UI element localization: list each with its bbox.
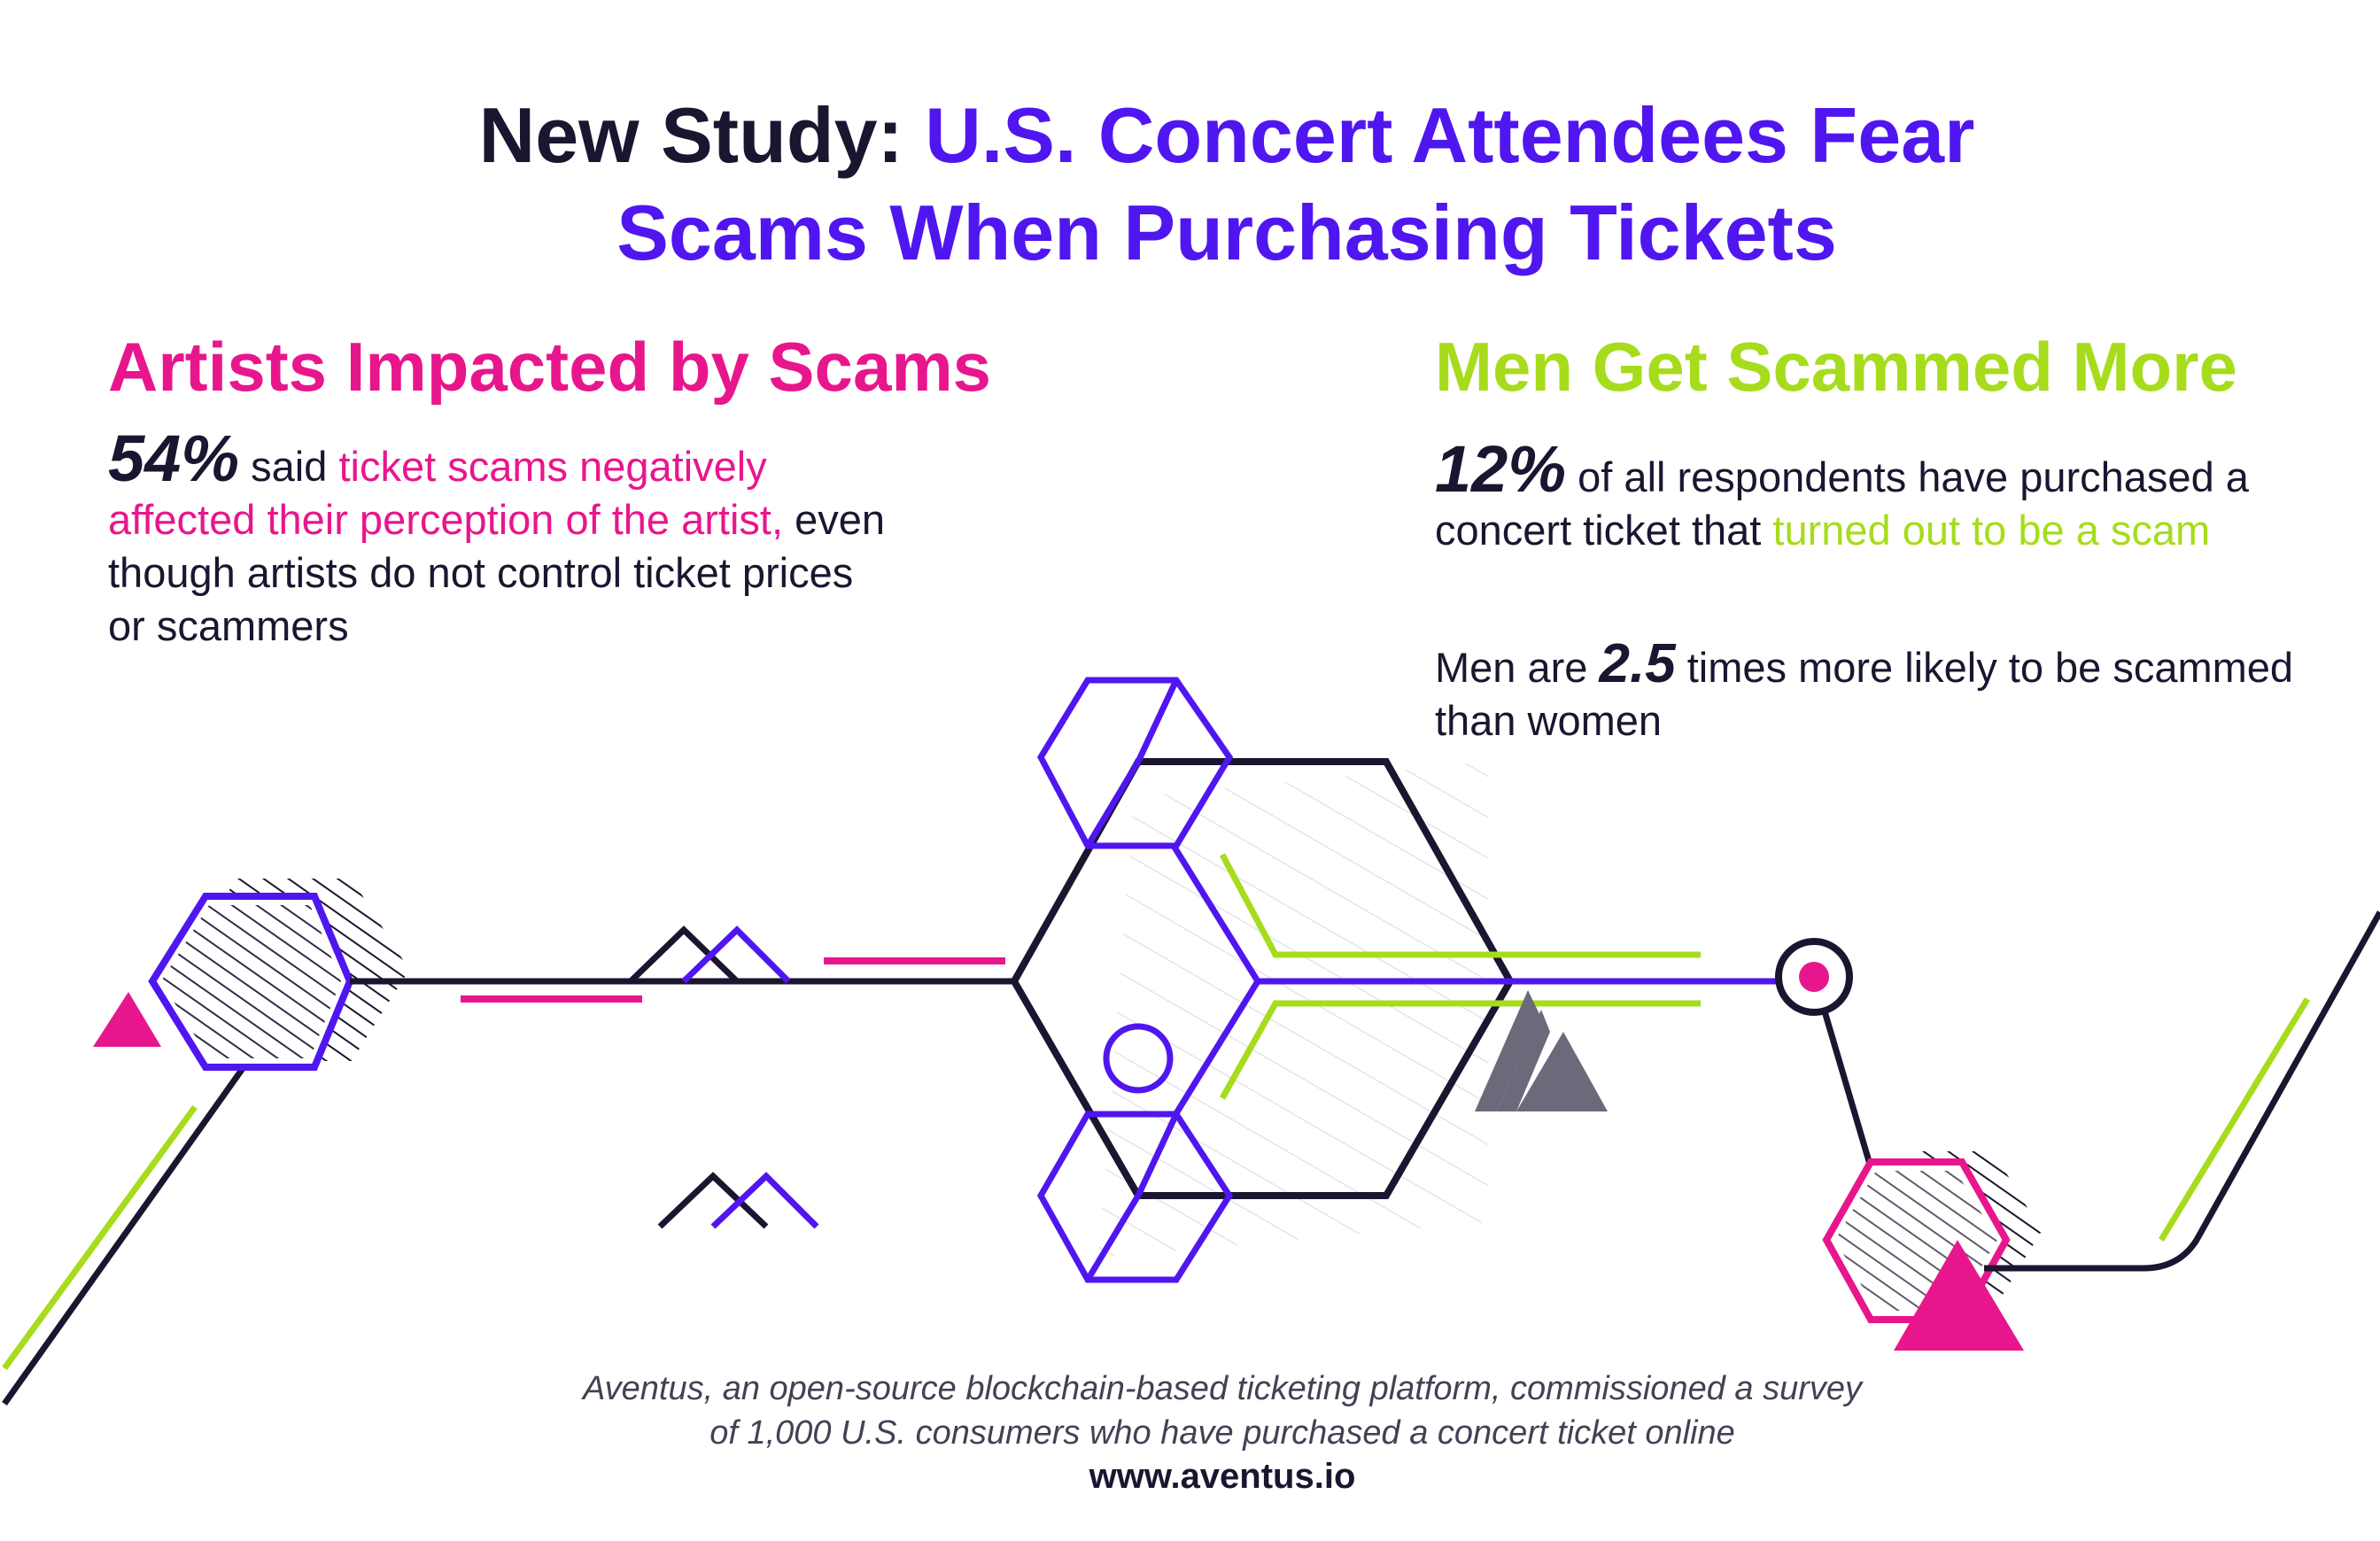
survey-note-line-1: Aventus, an open-source blockchain-based… bbox=[582, 1370, 1863, 1407]
cube-bottom-line-2 bbox=[1084, 1194, 1142, 1282]
zigzag-dark-1 bbox=[628, 925, 740, 984]
cube-top-line bbox=[1084, 760, 1142, 848]
page-title: New Study: U.S. Concert Attendees Fear S… bbox=[266, 87, 2188, 282]
green-bracket-bottom bbox=[1219, 1000, 1701, 1100]
title-line-1: U.S. Concert Attendees Fear bbox=[925, 91, 1975, 179]
right-green-diagonal bbox=[2159, 997, 2310, 1242]
gray-triangle-back bbox=[1475, 990, 1539, 1111]
left-diagonal-dark bbox=[2, 1065, 246, 1406]
left-diagonal-green bbox=[2, 1104, 198, 1371]
men-text-a: of all respondents have purchased a conc… bbox=[1435, 453, 2249, 554]
men-prefix: Men are bbox=[1435, 644, 1588, 691]
men-text-highlight: turned out to be a scam bbox=[1772, 507, 2211, 554]
artists-text-b: even though artists do not control ticke… bbox=[108, 496, 886, 649]
zigzag-purple-1 bbox=[681, 925, 791, 984]
artists-paragraph: 54% said ticket scams negatively affecte… bbox=[108, 426, 888, 653]
title-line-2: Scams When Purchasing Tickets bbox=[616, 189, 1837, 276]
pink-triangle-left bbox=[93, 992, 161, 1047]
men-stat: 12% bbox=[1435, 432, 1567, 506]
men-paragraph-2: Men are 2.5 times more likely to be scam… bbox=[1435, 637, 2303, 747]
zigzag-purple-2 bbox=[710, 1172, 819, 1229]
green-bracket-top bbox=[1219, 853, 1701, 958]
purple-circle bbox=[1103, 1023, 1174, 1094]
artists-text-highlight: ticket scams negatively affected their p… bbox=[108, 443, 784, 543]
gray-triangle-front bbox=[1516, 1032, 1608, 1111]
pink-triangle-right bbox=[1894, 1240, 2024, 1351]
survey-note-line-2: of 1,000 U.S. consumers who have purchas… bbox=[709, 1414, 1735, 1452]
title-prefix: New Study: bbox=[478, 91, 903, 179]
cube-top-b bbox=[1135, 678, 1180, 763]
central-hexagon bbox=[1010, 758, 1515, 1199]
cube-bottom-line bbox=[1135, 1112, 1180, 1197]
node-connector bbox=[1821, 1011, 1874, 1168]
gray-triangle-mid bbox=[1497, 1010, 1550, 1111]
artists-text-a: said bbox=[251, 443, 328, 490]
men-suffix: times more likely to be scammed than wom… bbox=[1435, 644, 2294, 744]
left-hex-inner-hatch bbox=[161, 905, 341, 1058]
node-dot bbox=[1799, 962, 1829, 992]
men-multiplier: 2.5 bbox=[1599, 633, 1676, 694]
right-connector bbox=[1984, 910, 2380, 1272]
survey-note: Aventus, an open-source blockchain-based… bbox=[354, 1367, 2090, 1455]
men-paragraph-1: 12% of all respondents have purchased a … bbox=[1435, 437, 2303, 557]
zigzag-dark-2 bbox=[657, 1172, 769, 1229]
men-heading: Men Get Scammed More bbox=[1435, 328, 2237, 406]
artists-stat: 54% bbox=[108, 422, 240, 495]
website-link[interactable]: www.aventus.io bbox=[1089, 1457, 1356, 1496]
artists-heading: Artists Impacted by Scams bbox=[108, 328, 992, 406]
